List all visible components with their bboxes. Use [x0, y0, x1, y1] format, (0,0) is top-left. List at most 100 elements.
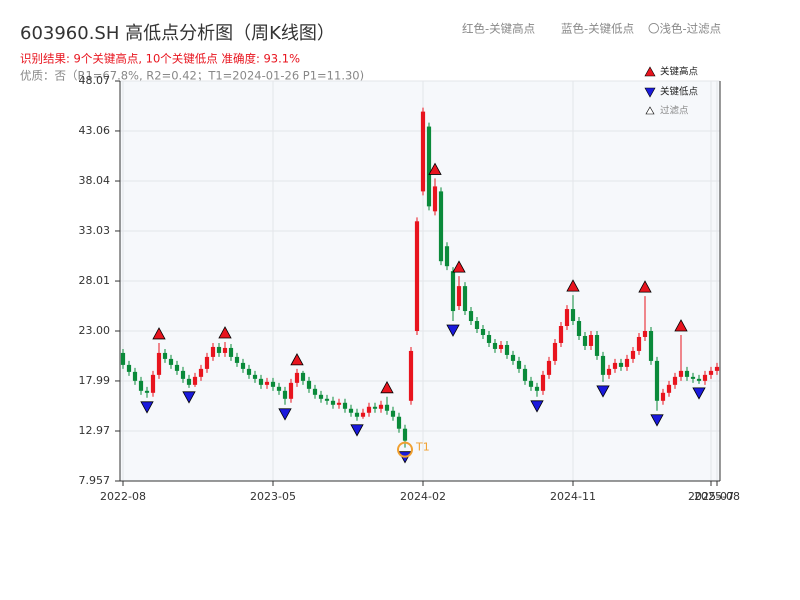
- candle-body: [234, 356, 240, 363]
- candle-body: [270, 381, 276, 387]
- key-low-marker: [140, 401, 154, 414]
- candle-body: [288, 382, 294, 399]
- candle-body: [126, 364, 132, 372]
- key-low-marker: [446, 324, 460, 337]
- candle-body: [468, 311, 474, 322]
- candle-body: [396, 416, 402, 429]
- key-low-marker: [596, 385, 610, 398]
- y-tick-label: 38.04: [79, 174, 111, 187]
- legend-label: 关键高点: [660, 66, 699, 78]
- candle-body: [522, 368, 528, 381]
- candle-body: [690, 376, 696, 379]
- candle-body: [504, 344, 510, 355]
- y-tick-label: 17.99: [79, 374, 111, 387]
- y-tick-label: 33.03: [79, 224, 111, 237]
- candle-body: [708, 370, 714, 375]
- key-high-marker: [380, 380, 394, 394]
- x-tick-label: 2025-07: [688, 490, 734, 503]
- candle-body: [318, 394, 324, 399]
- candle-body: [714, 366, 720, 371]
- key-low-marker: [278, 408, 292, 421]
- candle-body: [120, 352, 126, 365]
- t1-circle: [397, 441, 413, 458]
- candle-body: [630, 350, 636, 359]
- top-legend: 红色-关键高点: [462, 22, 535, 36]
- candle-body: [660, 392, 666, 401]
- candle-body: [348, 408, 354, 413]
- candle-body: [456, 286, 462, 307]
- candle-body: [300, 372, 306, 381]
- candle-body: [684, 370, 690, 377]
- candle-body: [246, 368, 252, 375]
- key-high-marker: [428, 162, 442, 175]
- candle-body: [564, 309, 570, 327]
- candle-body: [168, 358, 174, 365]
- candle-body: [702, 374, 708, 381]
- y-tick-label: 48.07: [79, 74, 111, 87]
- legend-marker: [644, 66, 656, 77]
- candle-body: [216, 346, 222, 353]
- candle-body: [540, 374, 546, 391]
- candle-body: [510, 354, 516, 361]
- candle-body: [576, 321, 582, 336]
- key-high-marker: [452, 260, 466, 273]
- candle-body: [132, 371, 138, 381]
- y-tick-label: 7.957: [79, 474, 111, 487]
- candle-body: [366, 406, 372, 413]
- candle-body: [438, 191, 444, 262]
- top-legend: 蓝色-关键低点: [561, 22, 634, 36]
- key-high-marker: [152, 327, 166, 340]
- candle-body: [174, 364, 180, 371]
- x-tick-label: 2024-11: [550, 490, 596, 503]
- key-high-marker: [290, 353, 304, 366]
- candle-body: [336, 402, 342, 405]
- x-tick-label: 2023-05: [250, 490, 296, 503]
- candle-body: [618, 362, 624, 367]
- candle-body: [552, 342, 558, 361]
- candle-body: [486, 334, 492, 343]
- candle-body: [408, 350, 414, 401]
- candle-body: [276, 386, 282, 391]
- candle-body: [240, 362, 246, 369]
- candle-body: [588, 334, 594, 346]
- chart-subtitle: 识别结果: 9个关键高点, 10个关键低点 准确度: 93.1%: [20, 52, 300, 66]
- candle-body: [162, 352, 168, 359]
- candle-body: [402, 428, 408, 441]
- candle-body: [198, 368, 204, 377]
- candle-body: [612, 362, 618, 369]
- quality-note: 优质：否（R1=67.8%, R2=0.42；T1=2024-01-26 P1=…: [20, 69, 364, 83]
- candle-body: [534, 386, 540, 391]
- candle-body: [444, 246, 450, 267]
- candle-body: [378, 404, 384, 409]
- top-legend: 〇浅色-过滤点: [648, 22, 721, 36]
- legend-label: 过滤点: [660, 105, 689, 117]
- y-tick-label: 12.97: [79, 424, 111, 437]
- key-low-marker: [182, 391, 196, 404]
- candle-body: [312, 388, 318, 395]
- candle-body: [360, 412, 366, 417]
- candle-body: [546, 360, 552, 375]
- candle-body: [474, 321, 480, 329]
- x-tick-label: 2022-08: [100, 490, 146, 503]
- candle-body: [600, 355, 606, 375]
- candle-body: [150, 374, 156, 393]
- candle-body: [414, 221, 420, 331]
- candle-body: [462, 286, 468, 312]
- key-low-marker: [692, 387, 706, 400]
- candle-body: [186, 378, 192, 385]
- key-low-marker: [530, 400, 544, 413]
- candle-body: [678, 370, 684, 377]
- candle-body: [330, 400, 336, 405]
- candle-body: [384, 404, 390, 411]
- key-high-marker: [218, 326, 232, 339]
- candle-body: [138, 380, 144, 391]
- candle-body: [606, 368, 612, 375]
- candle-body: [258, 378, 264, 385]
- chart-title: 603960.SH 高低点分析图（周K线图）: [20, 23, 335, 44]
- candle-body: [426, 126, 432, 207]
- candle-body: [390, 410, 396, 417]
- y-tick-label: 28.01: [79, 274, 111, 287]
- legend-label: 关键低点: [660, 86, 699, 98]
- key-high-marker: [566, 279, 580, 292]
